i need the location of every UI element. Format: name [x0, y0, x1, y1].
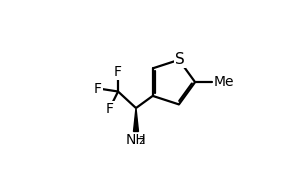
Text: NH: NH: [126, 133, 146, 147]
Text: F: F: [106, 102, 114, 116]
Polygon shape: [134, 108, 139, 132]
Text: F: F: [94, 82, 102, 96]
Text: S: S: [175, 52, 184, 67]
Text: 2: 2: [138, 136, 144, 146]
Text: Me: Me: [214, 75, 234, 89]
Text: F: F: [114, 65, 122, 79]
